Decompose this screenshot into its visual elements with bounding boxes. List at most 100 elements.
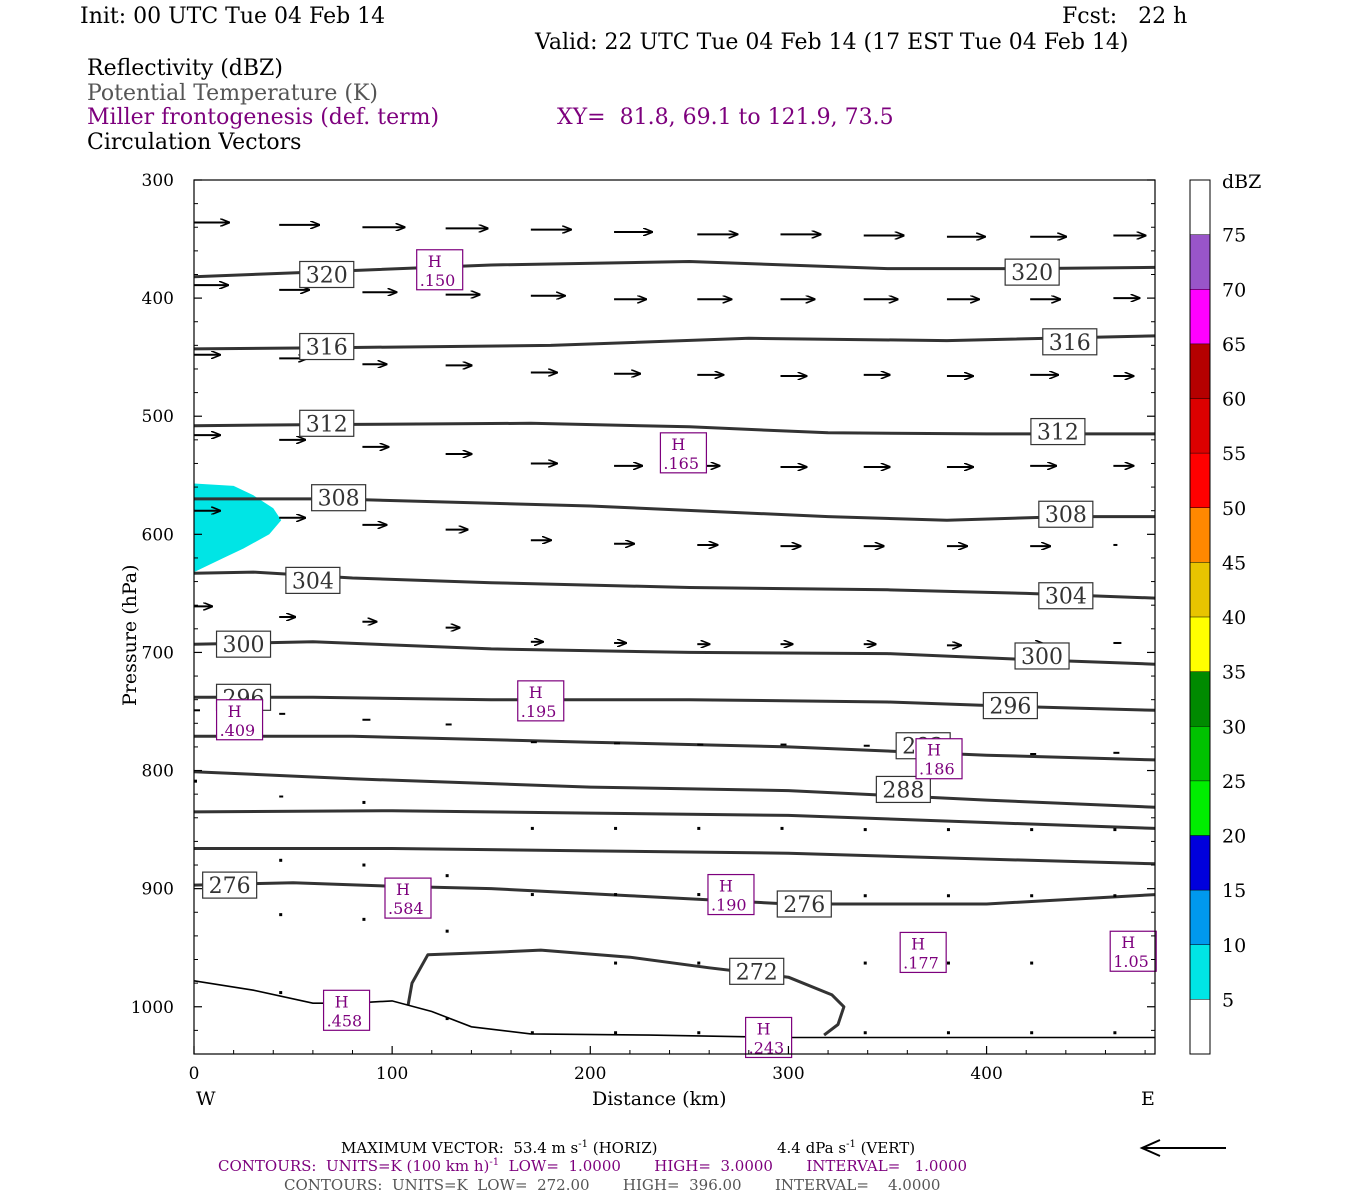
vector-dot [946, 828, 950, 832]
colorbar-swatch [1190, 999, 1210, 1054]
frontogenesis-high-value: .177 [903, 953, 939, 972]
west-label: W [196, 1088, 216, 1110]
colorbar-swatch [1190, 890, 1210, 945]
frontogenesis-high-box [1109, 930, 1157, 972]
init-time: Init: 00 UTC Tue 04 Feb 14 [80, 4, 386, 29]
frontogenesis-high-box [215, 699, 264, 741]
theta-contour-284 [194, 809, 1155, 830]
theta-contour-304 [194, 570, 1155, 600]
field-circulation-vectors: Circulation Vectors [87, 130, 302, 155]
theta-label-box [202, 871, 258, 899]
vert-vector-text: 4.4 dPa s [777, 1139, 847, 1157]
colorbar-swatch [1190, 398, 1210, 454]
theta-label-296: 296 [989, 695, 1031, 720]
frontogenesis-high-box [416, 249, 464, 291]
theta-label-300: 300 [1021, 645, 1063, 670]
cross-section-endpoints: XY= 81.8, 69.1 to 121.9, 73.5 [557, 105, 894, 130]
theta-label-box [982, 691, 1038, 720]
frontogenesis-high-value: .165 [663, 454, 699, 473]
vector-dot [279, 858, 283, 862]
contours1-rest: LOW= 1.0000 HIGH= 3.0000 INTERVAL= 1.000… [499, 1157, 968, 1175]
x-tick-label: 400 [970, 1064, 1002, 1084]
y-tick-label: 300 [142, 171, 174, 191]
vector-dot [362, 917, 366, 921]
colorbar-swatch [1190, 780, 1210, 836]
theta-label-box [299, 409, 355, 437]
colorbar-label: 35 [1222, 662, 1246, 684]
vector-dot [697, 826, 701, 830]
colorbar-swatch [1190, 562, 1210, 617]
vector-dot [530, 826, 534, 830]
frontogenesis-high-box [517, 680, 565, 722]
theta-contour-280 [194, 847, 1155, 866]
vector-dot [1113, 894, 1117, 898]
colorbar-label: 30 [1222, 716, 1246, 738]
vector-dot [697, 893, 701, 897]
x-axis-label: Distance (km) [592, 1088, 727, 1110]
y-tick-label: 1000 [131, 998, 174, 1018]
frontogenesis-high-value: .195 [521, 702, 557, 721]
colorbar-label: 5 [1222, 989, 1234, 1011]
vector-dot [1113, 1031, 1117, 1035]
theta-label-box [1042, 328, 1098, 356]
vector-dot [946, 961, 950, 965]
x-tick-label: 300 [772, 1064, 804, 1084]
theta-label-box [1038, 582, 1094, 610]
frontogenesis-high-marker: H [228, 702, 242, 721]
theta-label-308: 308 [1045, 503, 1087, 528]
theta-label-320: 320 [306, 263, 348, 288]
frontogenesis-high-marker: H [396, 880, 410, 899]
frontogenesis-high-marker: H [927, 741, 941, 760]
theta-label-300: 300 [223, 633, 265, 658]
colorbar-label: 15 [1222, 880, 1246, 902]
y-tick-label: 700 [142, 643, 174, 663]
field-frontogenesis: Miller frontogenesis (def. term) [87, 105, 440, 130]
frontogenesis-high-value: .186 [919, 760, 955, 779]
forecast-hour: Fcst: 22 h [1062, 4, 1188, 29]
reference-vector-icon [1139, 1139, 1226, 1157]
theta-label-304: 304 [292, 569, 334, 594]
x-tick-label: 200 [574, 1064, 606, 1084]
colorbar-unit: dBZ [1222, 171, 1261, 193]
theta-label-304: 304 [1045, 585, 1087, 610]
vector-dot [530, 1031, 534, 1035]
vector-dot [1030, 1031, 1034, 1035]
vector-dot [946, 1031, 950, 1035]
colorbar-swatch [1190, 343, 1210, 399]
contours1-exponent: -1 [489, 1157, 500, 1168]
colorbar-swatch [1190, 234, 1210, 290]
vector-dot [863, 961, 867, 965]
theta-label-box [729, 957, 785, 985]
max-vector-exponent: -1 [578, 1139, 588, 1150]
surface-line [194, 980, 1155, 1039]
y-tick-label: 800 [142, 762, 174, 782]
vector-dot [445, 929, 449, 933]
theta-contour-300 [194, 640, 1155, 666]
colorbar-label: 55 [1222, 443, 1246, 465]
frontogenesis-high-marker: H [428, 252, 442, 271]
vector-dot [780, 826, 784, 830]
colorbar-label: 10 [1222, 935, 1246, 957]
frontogenesis-high-value: .458 [327, 1011, 363, 1030]
reflectivity-area [194, 483, 282, 573]
theta-label-box [215, 630, 272, 658]
theta-label-box [1004, 258, 1060, 286]
vector-dot [1030, 894, 1034, 898]
y-axis-label: Pressure (hPa) [119, 564, 141, 706]
frontogenesis-high-box [384, 877, 432, 919]
vector-dot [279, 913, 283, 917]
colorbar-swatch [1190, 617, 1210, 672]
theta-label-box [875, 775, 931, 804]
frontogenesis-high-box [745, 1016, 793, 1059]
y-tick-label: 900 [142, 880, 174, 900]
frontogenesis-high-marker: H [757, 1019, 771, 1038]
theta-label-box [299, 260, 355, 289]
frontogenesis-high-box [915, 738, 963, 780]
colorbar-swatch [1190, 507, 1210, 563]
vector-dot [614, 1031, 618, 1035]
vector-dot [1113, 828, 1117, 832]
colorbar-label: 45 [1222, 552, 1246, 574]
frontogenesis-high-box [707, 873, 755, 916]
colorbar-label: 70 [1222, 279, 1246, 301]
colorbar-swatch [1190, 453, 1210, 508]
